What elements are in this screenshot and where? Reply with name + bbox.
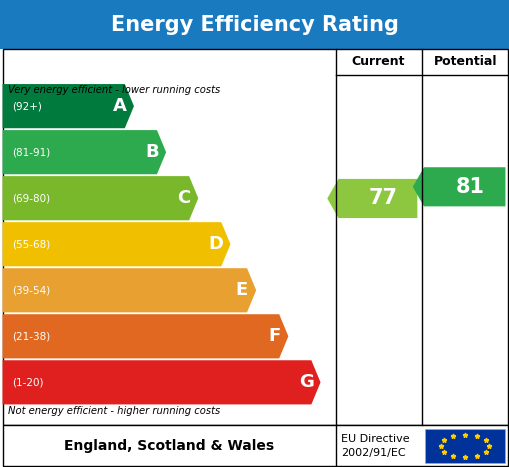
- Text: 81: 81: [456, 177, 485, 197]
- Text: G: G: [299, 373, 314, 391]
- Text: E: E: [236, 281, 248, 299]
- Polygon shape: [3, 84, 134, 128]
- Text: (69-80): (69-80): [12, 193, 50, 203]
- Polygon shape: [3, 360, 321, 404]
- Polygon shape: [3, 222, 231, 266]
- Text: (81-91): (81-91): [12, 147, 50, 157]
- Text: Very energy efficient - lower running costs: Very energy efficient - lower running co…: [8, 85, 220, 95]
- Text: Potential: Potential: [434, 56, 497, 68]
- Polygon shape: [3, 268, 256, 312]
- Text: (39-54): (39-54): [12, 285, 50, 295]
- Text: B: B: [145, 143, 159, 161]
- Text: (21-38): (21-38): [12, 331, 50, 341]
- Text: EU Directive
2002/91/EC: EU Directive 2002/91/EC: [341, 434, 410, 458]
- Text: Current: Current: [351, 56, 405, 68]
- Polygon shape: [327, 179, 417, 218]
- Bar: [3, 425, 508, 466]
- Text: (92+): (92+): [12, 101, 42, 111]
- Text: (55-68): (55-68): [12, 239, 50, 249]
- Bar: [425, 429, 505, 463]
- Text: 77: 77: [369, 189, 398, 208]
- Bar: [3, 49, 508, 425]
- Polygon shape: [413, 167, 505, 206]
- Text: C: C: [178, 189, 191, 207]
- Text: (1-20): (1-20): [12, 377, 43, 387]
- Polygon shape: [3, 314, 289, 358]
- Text: Not energy efficient - higher running costs: Not energy efficient - higher running co…: [8, 406, 220, 416]
- Polygon shape: [3, 130, 166, 174]
- Polygon shape: [3, 176, 199, 220]
- Text: D: D: [209, 235, 223, 253]
- Bar: [0, 0, 509, 49]
- Text: Energy Efficiency Rating: Energy Efficiency Rating: [110, 14, 399, 35]
- Text: England, Scotland & Wales: England, Scotland & Wales: [64, 439, 274, 453]
- Text: A: A: [113, 97, 127, 115]
- Text: F: F: [268, 327, 280, 345]
